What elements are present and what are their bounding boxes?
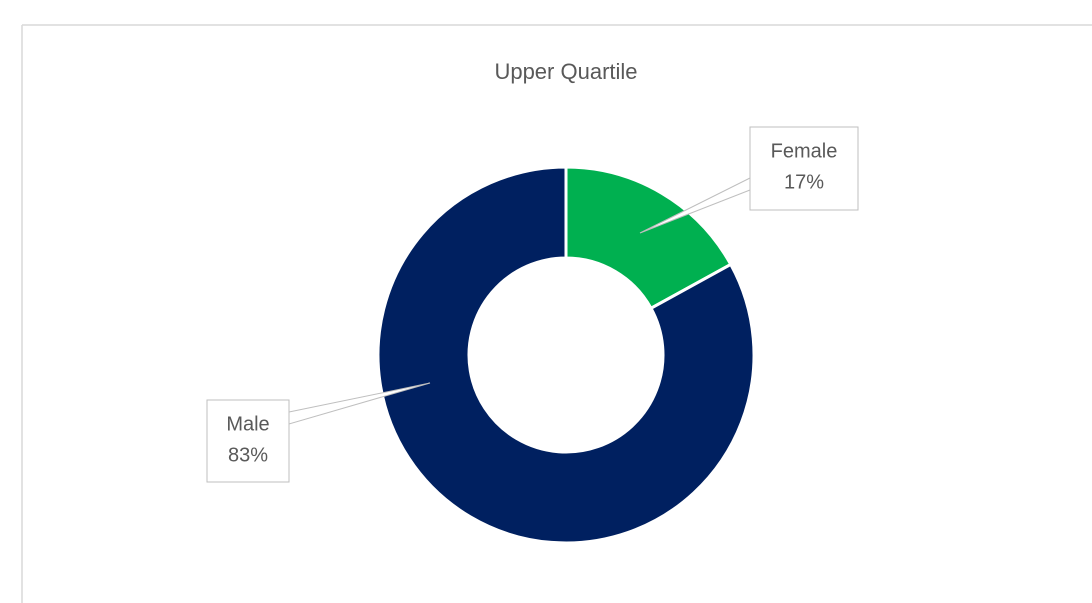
donut-slice (564, 165, 733, 311)
data-label-value: 83% (228, 444, 268, 466)
data-label-box (749, 126, 859, 211)
chart-title: Upper Quartile (494, 59, 637, 84)
data-label-category: Male (226, 413, 269, 435)
data-label-value: 17% (784, 171, 824, 193)
data-label-box (206, 399, 290, 483)
donut-slice (376, 165, 756, 545)
data-label-category: Female (771, 140, 838, 162)
